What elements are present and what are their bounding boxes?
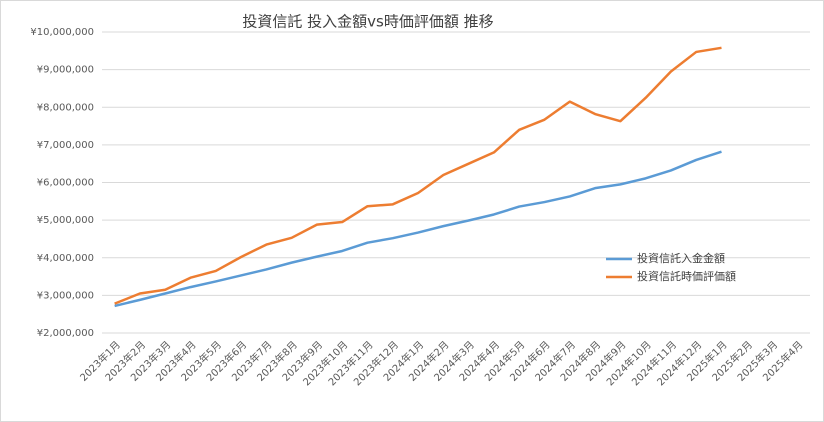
y-tick-label: ¥7,000,000	[37, 140, 94, 151]
y-tick-label: ¥5,000,000	[37, 215, 94, 226]
y-tick-label: ¥8,000,000	[37, 102, 94, 113]
y-tick-label: ¥3,000,000	[37, 290, 94, 301]
y-tick-label: ¥10,000,000	[30, 27, 94, 38]
y-tick-label: ¥6,000,000	[37, 178, 94, 189]
chart-title: 投資信託 投入金額vs時価評価額 推移	[242, 13, 493, 31]
line-series	[114, 46, 722, 305]
y-tick-label: ¥4,000,000	[37, 253, 94, 264]
y-tick-label: ¥9,000,000	[37, 65, 94, 76]
legend-label: 投資信託時価評価額	[637, 269, 736, 283]
legend-label: 投資信託入金金額	[637, 251, 725, 265]
line-series	[114, 150, 722, 308]
y-tick-label: ¥2,000,000	[37, 328, 94, 339]
